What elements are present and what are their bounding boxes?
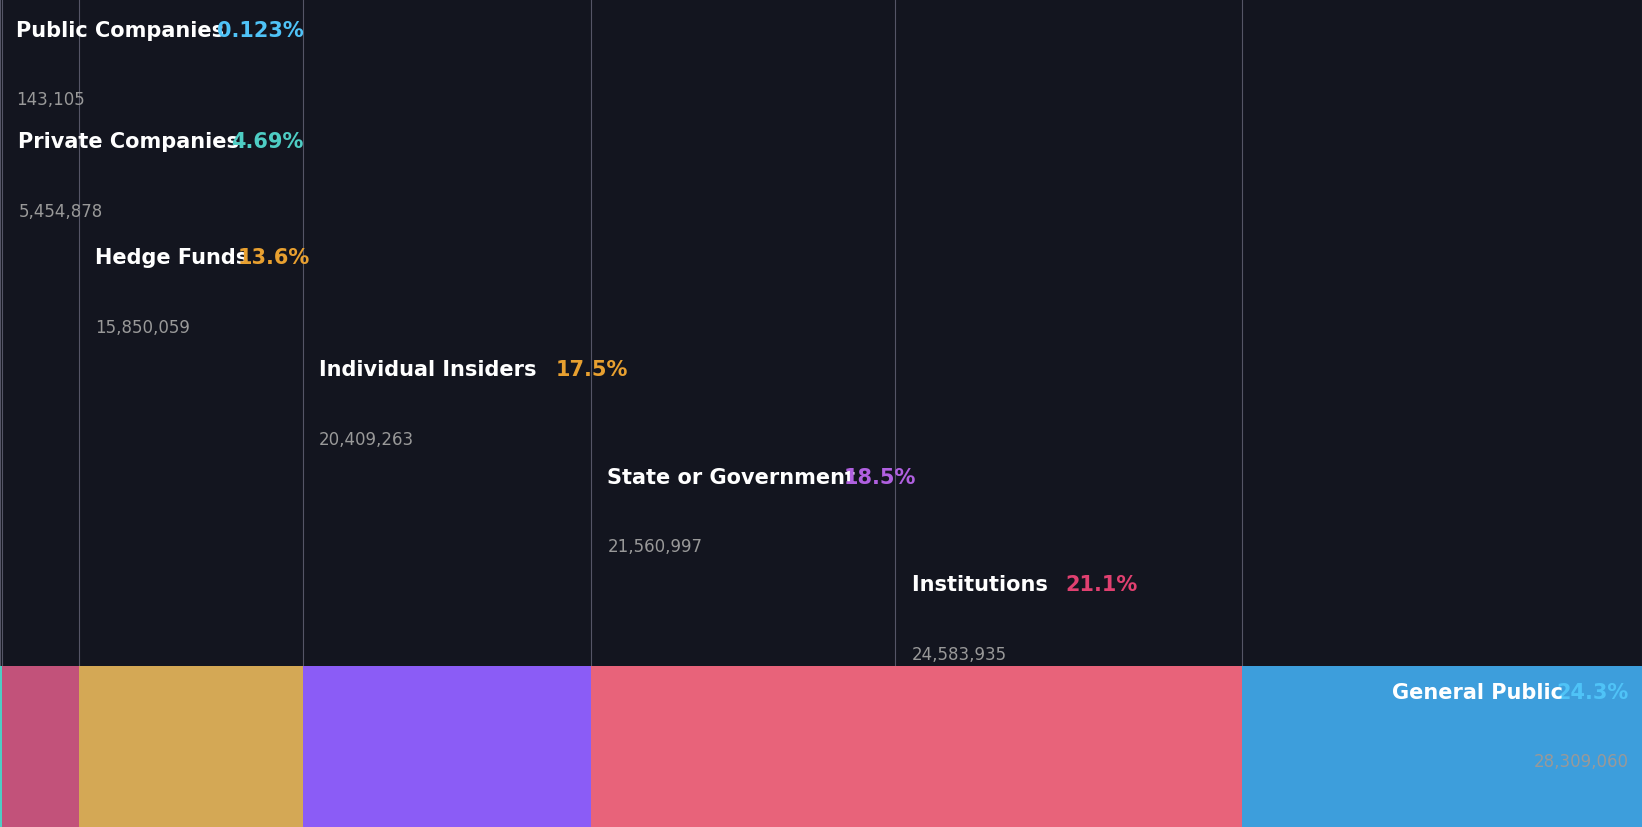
Bar [591, 666, 895, 827]
Text: 21,560,997: 21,560,997 [608, 538, 703, 556]
Text: General Public: General Public [1391, 682, 1570, 702]
Text: Private Companies: Private Companies [18, 132, 246, 152]
Text: 21.1%: 21.1% [1066, 575, 1138, 595]
Text: Individual Insiders: Individual Insiders [319, 360, 544, 380]
Text: 13.6%: 13.6% [238, 248, 310, 268]
Text: 18.5%: 18.5% [844, 467, 916, 487]
Bar [302, 666, 591, 827]
Bar [895, 666, 1243, 827]
Text: Institutions: Institutions [911, 575, 1054, 595]
Text: Public Companies: Public Companies [16, 21, 232, 41]
Text: 17.5%: 17.5% [555, 360, 627, 380]
Text: 4.69%: 4.69% [232, 132, 304, 152]
Text: 5,454,878: 5,454,878 [18, 203, 103, 221]
Bar [1243, 666, 1642, 827]
Text: 24,583,935: 24,583,935 [911, 645, 1007, 663]
Text: State or Government: State or Government [608, 467, 862, 487]
Text: 20,409,263: 20,409,263 [319, 430, 414, 448]
Text: 143,105: 143,105 [16, 91, 85, 109]
Text: 0.123%: 0.123% [217, 21, 304, 41]
Bar [2, 666, 79, 827]
Bar [79, 666, 302, 827]
Text: 24.3%: 24.3% [1557, 682, 1629, 702]
Text: 15,850,059: 15,850,059 [95, 318, 190, 337]
Text: Hedge Funds: Hedge Funds [95, 248, 256, 268]
Bar [0, 666, 2, 827]
Text: 28,309,060: 28,309,060 [1534, 753, 1629, 771]
